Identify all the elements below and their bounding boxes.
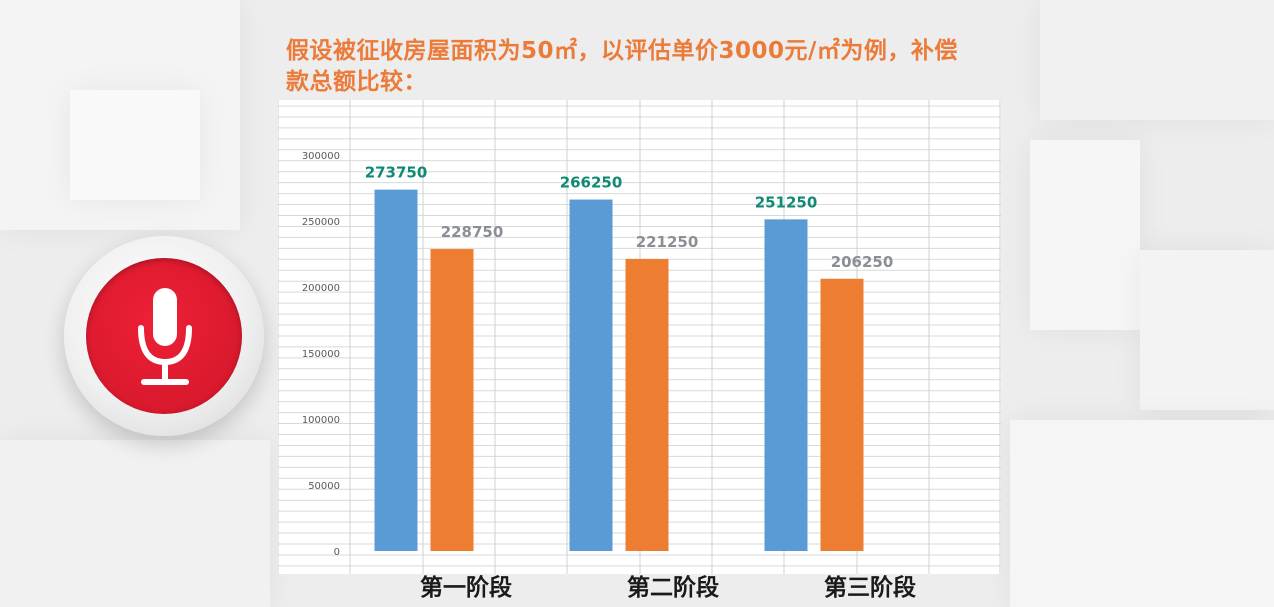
y-tick-label: 200000 <box>302 283 340 294</box>
background-block <box>1030 140 1140 330</box>
y-tick-label: 100000 <box>302 415 340 426</box>
bar <box>625 258 669 551</box>
headline-text: 假设被征收房屋面积为50㎡，以评估单价3000元/㎡为例，补偿款总额比较： <box>286 38 958 95</box>
category-label: 第二阶段 <box>627 575 719 601</box>
data-label: 251250 <box>755 193 818 211</box>
category-label: 第三阶段 <box>824 575 916 601</box>
background-block <box>1140 250 1274 410</box>
y-tick-label: 250000 <box>302 217 340 228</box>
y-tick-label: 150000 <box>302 349 340 360</box>
y-tick-label: 300000 <box>302 151 340 162</box>
y-tick-label: 50000 <box>308 481 340 492</box>
data-label: 206250 <box>831 253 894 271</box>
y-tick-label: 0 <box>334 547 340 558</box>
bar <box>764 219 808 551</box>
data-label: 273750 <box>365 164 428 182</box>
chart-panel: 0 50000 100000 150000 200000 250000 300000 273… <box>278 100 1001 574</box>
bar <box>820 278 864 551</box>
data-label: 266250 <box>560 174 623 192</box>
bar-chart: 0 50000 100000 150000 200000 250000 300000 273… <box>278 100 1001 574</box>
bar <box>374 189 418 551</box>
bar <box>430 249 474 552</box>
background-block <box>1010 420 1274 607</box>
data-label: 221250 <box>636 233 699 251</box>
microphone-icon <box>138 288 192 385</box>
category-label: 第一阶段 <box>420 575 512 601</box>
background-block <box>1040 0 1274 120</box>
bar <box>569 199 613 552</box>
background-block <box>70 90 200 200</box>
background-block <box>0 440 270 607</box>
data-label: 228750 <box>441 223 504 241</box>
